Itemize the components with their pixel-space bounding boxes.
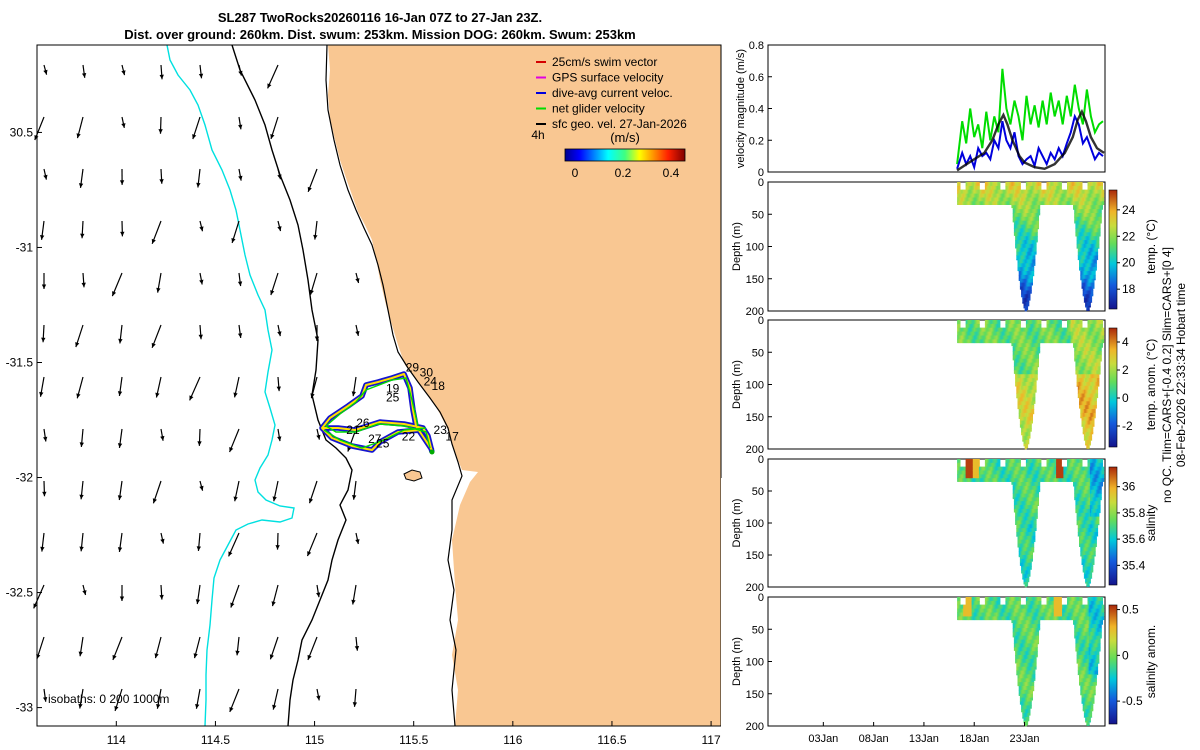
map-ytick-label: -31.5	[6, 355, 34, 369]
legend-entry: dive-avg current veloc.	[552, 86, 673, 100]
map-xtick-label: 115	[305, 733, 324, 747]
legend-4h-label: 4h	[531, 128, 544, 142]
track-start-marker	[429, 449, 435, 455]
colorbar-title: (m/s)	[610, 130, 640, 145]
map-xtick-label: 117	[702, 733, 721, 747]
map-xtick-label: 116.5	[597, 733, 626, 747]
legend-entry: GPS surface velocity	[552, 71, 663, 85]
map-xtick-label: 114	[107, 733, 126, 747]
track-day-label: 29	[406, 361, 420, 375]
map-ytick-label: -33	[16, 701, 34, 715]
track-day-label: 18	[432, 379, 446, 393]
map-xtick-label: 115.5	[399, 733, 428, 747]
track-day-label: 25	[386, 391, 400, 405]
track-day-label: 22	[402, 430, 416, 444]
colorbar-tick-label: 0.2	[615, 166, 632, 180]
map-ytick-label: -32	[16, 471, 34, 485]
legend-entry: sfc geo. vel. 27-Jan-2026	[552, 117, 687, 131]
map-ytick-label: 30.5	[10, 125, 34, 139]
colorbar-tick-label: 0.4	[663, 166, 680, 180]
track-day-label: 17	[445, 430, 459, 444]
track-day-label: 25	[376, 437, 390, 451]
map-xtick-label: 116	[503, 733, 522, 747]
legend-entry: net glider velocity	[552, 102, 645, 116]
map-ytick-label: -31	[16, 240, 34, 254]
track-day-label: 21	[346, 423, 360, 437]
legend-entry: 25cm/s swim vector	[552, 55, 657, 69]
map-ytick-label: -32.5	[6, 586, 34, 600]
colorbar-tick-label: 0	[572, 166, 579, 180]
isobath-label: isobaths: 0 200 1000m	[48, 692, 169, 706]
map-legend: 25cm/s swim vector GPS surface velocitydi…	[536, 55, 687, 131]
colorbar-gradient	[564, 148, 686, 162]
map-xtick-label: 114.5	[201, 733, 230, 747]
